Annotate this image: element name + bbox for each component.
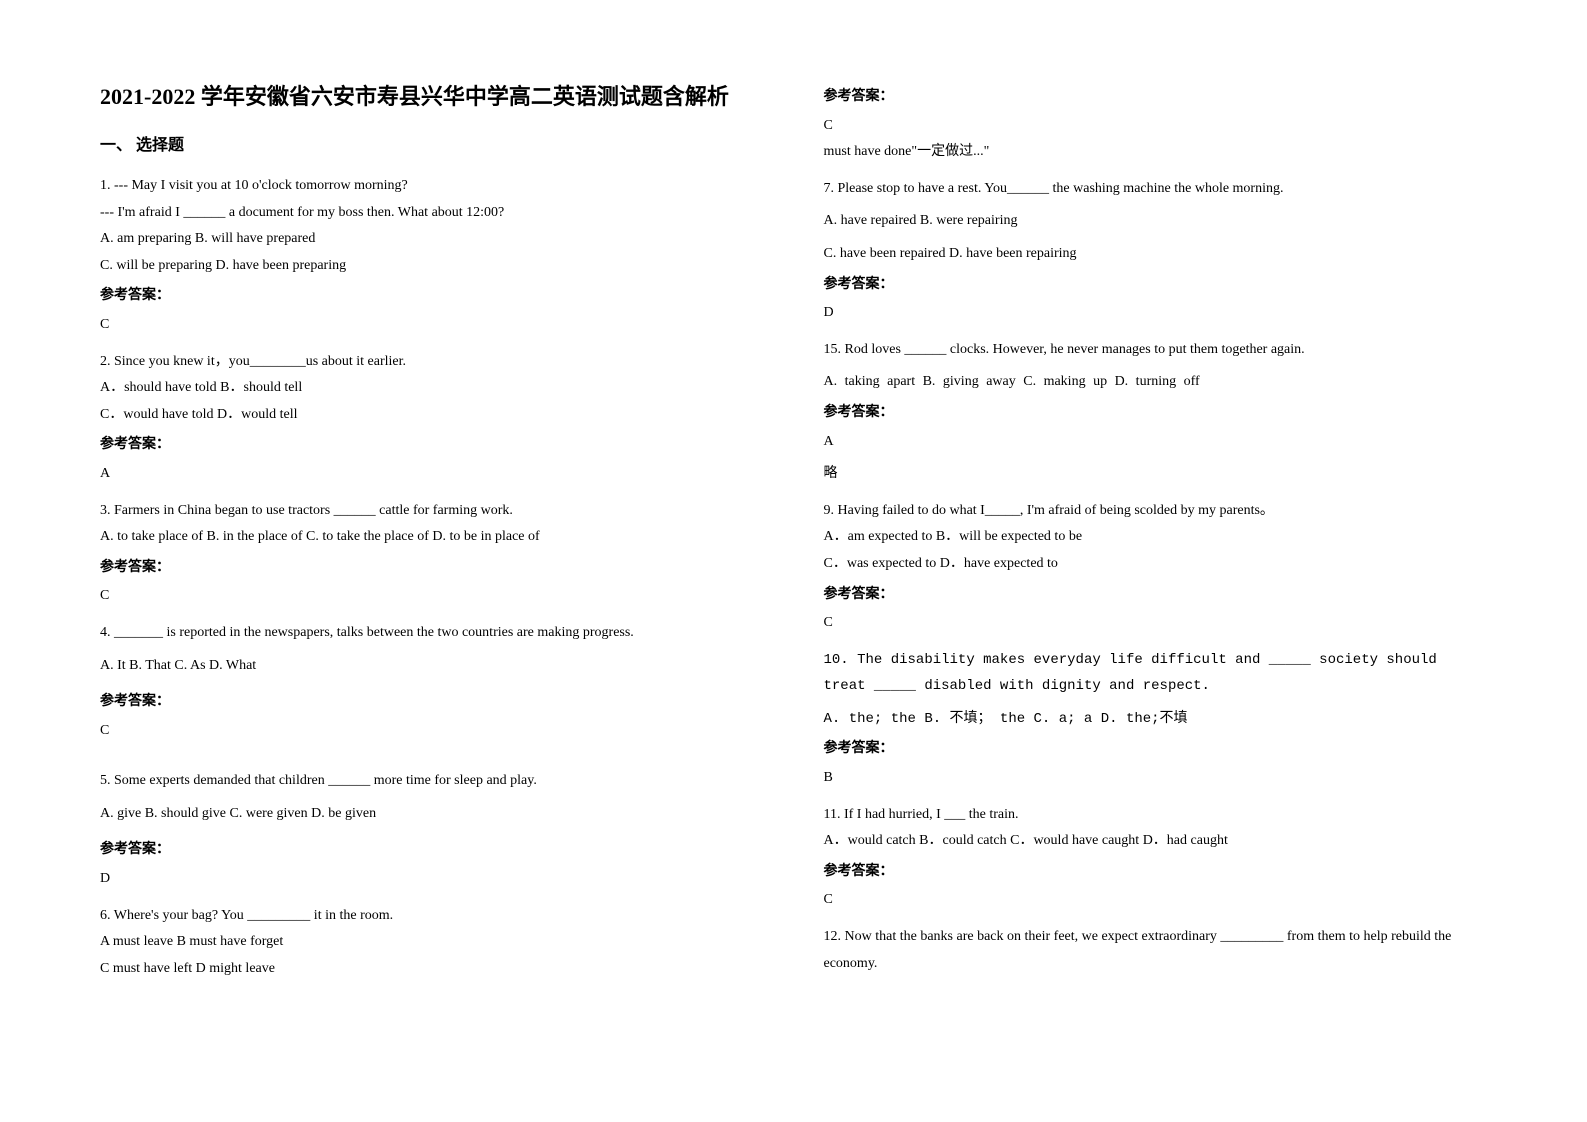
q2-answer-label: 参考答案： bbox=[100, 432, 764, 459]
q10-line1: 10. The disability makes everyday life d… bbox=[824, 647, 1488, 700]
q2-line1: 2. Since you knew it，you________us about… bbox=[100, 349, 764, 376]
q5-answer: D bbox=[100, 866, 764, 893]
q4-line1: 4. _______ is reported in the newspapers… bbox=[100, 620, 764, 647]
right-column: 参考答案： C must have done"一定做过..." 7. Pleas… bbox=[824, 80, 1488, 1082]
question-6-answer: 参考答案： C must have done"一定做过..." bbox=[824, 80, 1488, 166]
question-6: 6. Where's your bag? You _________ it in… bbox=[100, 903, 764, 983]
q3-options: A. to take place of B. in the place of C… bbox=[100, 524, 764, 551]
q6-options-cd: C must have left D might leave bbox=[100, 956, 764, 983]
q6-answer-label: 参考答案： bbox=[824, 84, 1488, 111]
question-7: 7. Please stop to have a rest. You______… bbox=[824, 176, 1488, 327]
question-2: 2. Since you knew it，you________us about… bbox=[100, 349, 764, 488]
q4-answer: C bbox=[100, 718, 764, 745]
q4-answer-label: 参考答案： bbox=[100, 689, 764, 716]
section-header: 一、 选择题 bbox=[100, 131, 764, 155]
q1-line1: 1. --- May I visit you at 10 o'clock tom… bbox=[100, 173, 764, 200]
q8-answer-label: 参考答案： bbox=[824, 400, 1488, 427]
question-9: 9. Having failed to do what I_____, I'm … bbox=[824, 498, 1488, 637]
q1-answer: C bbox=[100, 312, 764, 339]
q10-answer-label: 参考答案： bbox=[824, 736, 1488, 763]
q9-answer: C bbox=[824, 610, 1488, 637]
q8-line1: 15. Rod loves ______ clocks. However, he… bbox=[824, 337, 1488, 364]
q6-answer: C bbox=[824, 113, 1488, 140]
question-1: 1. --- May I visit you at 10 o'clock tom… bbox=[100, 173, 764, 339]
q2-options-cd: C．would have told D．would tell bbox=[100, 402, 764, 429]
question-4: 4. _______ is reported in the newspapers… bbox=[100, 620, 764, 744]
q5-options: A. give B. should give C. were given D. … bbox=[100, 801, 764, 828]
q7-options-ab: A. have repaired B. were repairing bbox=[824, 208, 1488, 235]
q9-line1: 9. Having failed to do what I_____, I'm … bbox=[824, 498, 1488, 525]
document-title: 2021-2022 学年安徽省六安市寿县兴华中学高二英语测试题含解析 bbox=[100, 80, 764, 113]
question-12: 12. Now that the banks are back on their… bbox=[824, 924, 1488, 977]
q1-line2: --- I'm afraid I ______ a document for m… bbox=[100, 200, 764, 227]
q11-answer: C bbox=[824, 887, 1488, 914]
q8-answer: A bbox=[824, 429, 1488, 456]
q7-answer-label: 参考答案： bbox=[824, 272, 1488, 299]
question-5: 5. Some experts demanded that children _… bbox=[100, 768, 764, 892]
q11-options: A．would catch B．could catch C．would have… bbox=[824, 828, 1488, 855]
q7-line1: 7. Please stop to have a rest. You______… bbox=[824, 176, 1488, 203]
left-column: 2021-2022 学年安徽省六安市寿县兴华中学高二英语测试题含解析 一、 选择… bbox=[100, 80, 764, 1082]
q9-options-cd: C．was expected to D．have expected to bbox=[824, 551, 1488, 578]
q3-answer: C bbox=[100, 583, 764, 610]
q10-answer: B bbox=[824, 765, 1488, 792]
q3-line1: 3. Farmers in China began to use tractor… bbox=[100, 498, 764, 525]
q7-options-cd: C. have been repaired D. have been repai… bbox=[824, 241, 1488, 268]
q3-answer-label: 参考答案： bbox=[100, 555, 764, 582]
q6-line1: 6. Where's your bag? You _________ it in… bbox=[100, 903, 764, 930]
q4-options: A. It B. That C. As D. What bbox=[100, 653, 764, 680]
q12-line1: 12. Now that the banks are back on their… bbox=[824, 924, 1488, 977]
q6-explain: must have done"一定做过..." bbox=[824, 139, 1488, 166]
q10-options: A. the; the B. 不填； the C. a; a D. the;不填 bbox=[824, 706, 1488, 733]
q5-answer-label: 参考答案： bbox=[100, 837, 764, 864]
q6-options-ab: A must leave B must have forget bbox=[100, 929, 764, 956]
q11-line1: 11. If I had hurried, I ___ the train. bbox=[824, 802, 1488, 829]
q1-options-ab: A. am preparing B. will have prepared bbox=[100, 226, 764, 253]
q9-options-ab: A．am expected to B．will be expected to b… bbox=[824, 524, 1488, 551]
q11-answer-label: 参考答案： bbox=[824, 859, 1488, 886]
q8-extra: 略 bbox=[824, 461, 1488, 488]
q2-answer: A bbox=[100, 461, 764, 488]
question-10: 10. The disability makes everyday life d… bbox=[824, 647, 1488, 792]
q1-answer-label: 参考答案： bbox=[100, 283, 764, 310]
question-3: 3. Farmers in China began to use tractor… bbox=[100, 498, 764, 610]
q2-options-ab: A．should have told B．should tell bbox=[100, 375, 764, 402]
question-11: 11. If I had hurried, I ___ the train. A… bbox=[824, 802, 1488, 914]
q7-answer: D bbox=[824, 300, 1488, 327]
question-8: 15. Rod loves ______ clocks. However, he… bbox=[824, 337, 1488, 488]
q1-options-cd: C. will be preparing D. have been prepar… bbox=[100, 253, 764, 280]
q5-line1: 5. Some experts demanded that children _… bbox=[100, 768, 764, 795]
q9-answer-label: 参考答案： bbox=[824, 582, 1488, 609]
q8-options: A. taking apart B. giving away C. making… bbox=[824, 369, 1488, 396]
